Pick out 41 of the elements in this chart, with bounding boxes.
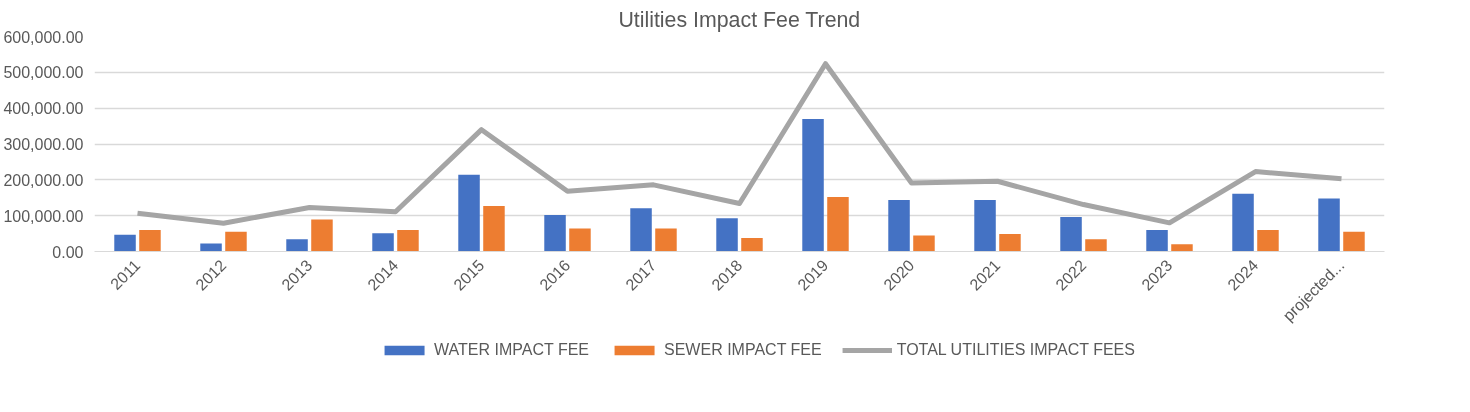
bar [999, 233, 1021, 252]
bar [1085, 239, 1107, 252]
bar [397, 230, 419, 252]
bar [569, 228, 591, 252]
chart-title: Utilities Impact Fee Trend [618, 7, 861, 32]
bar [1257, 230, 1279, 252]
bar [458, 174, 480, 252]
bar [1060, 217, 1082, 252]
bar [630, 208, 652, 252]
bar [888, 199, 910, 252]
bar [1318, 198, 1340, 252]
bar [483, 205, 505, 252]
bar [372, 233, 394, 252]
bar [827, 197, 849, 252]
bar [114, 234, 136, 252]
y-tick-label: 0.00 [52, 243, 84, 261]
bar [139, 230, 161, 252]
bar [741, 237, 763, 252]
y-tick-label: 600,000.00 [3, 28, 84, 46]
bar [802, 118, 824, 252]
bar [1146, 230, 1168, 252]
y-tick-label: 100,000.00 [3, 207, 84, 225]
y-tick-label: 300,000.00 [3, 136, 84, 153]
bar [311, 219, 333, 252]
y-tick-label: 200,000.00 [3, 171, 84, 189]
bar [716, 218, 738, 252]
legend-label: WATER IMPACT FEE [434, 341, 590, 359]
bar [974, 199, 996, 252]
bar [544, 214, 566, 252]
bar [1232, 193, 1254, 252]
bar [655, 228, 677, 252]
y-tick-label: 500,000.00 [3, 64, 84, 82]
bar [1343, 231, 1365, 252]
bar [200, 243, 222, 252]
bar [286, 239, 308, 252]
bar [1171, 244, 1193, 252]
bar [225, 231, 247, 252]
legend-label: TOTAL UTILITIES IMPACT FEES [896, 341, 1135, 359]
y-tick-label: 400,000.00 [3, 100, 84, 118]
legend-label: SEWER IMPACT FEE [664, 341, 822, 359]
bar [913, 235, 935, 252]
